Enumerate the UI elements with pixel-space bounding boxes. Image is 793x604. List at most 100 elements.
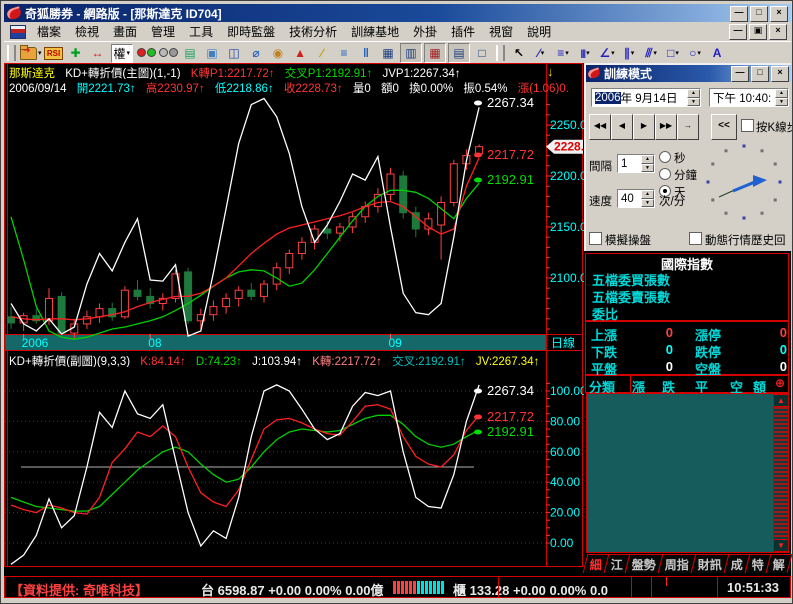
menu-item-screen[interactable]: 畫面	[113, 25, 138, 39]
training-maximize-button[interactable]: □	[751, 66, 769, 82]
traffic-light-off-button[interactable]	[158, 44, 178, 62]
zoom-lens-button[interactable]: ⌀	[246, 44, 266, 62]
interval-spinner[interactable]: ▲ ▼	[641, 155, 654, 172]
copy-pages-button[interactable]: ▣	[202, 44, 222, 62]
interval-value[interactable]: 1	[621, 157, 628, 170]
time-spinner[interactable]: ▲ ▼	[775, 89, 788, 106]
minimize-button[interactable]: —	[730, 6, 748, 22]
rights-dropdown[interactable]: 權 ▾	[110, 43, 134, 63]
traffic-light-on-button[interactable]	[136, 44, 156, 62]
book-button[interactable]: ◫	[224, 44, 244, 62]
scroll-down-icon[interactable]: ▼	[773, 539, 789, 552]
collapse-button[interactable]: <<	[711, 114, 737, 140]
histogram-bar-red	[413, 581, 416, 594]
training-minimize-button[interactable]: —	[731, 66, 749, 82]
speed-input[interactable]: 40 ▲ ▼	[617, 189, 655, 208]
pointer-tool-button[interactable]: ↖	[509, 44, 529, 62]
menu-item-file[interactable]: 檔案	[37, 25, 62, 39]
text-tool-button[interactable]: A	[707, 44, 727, 62]
playback-button-3[interactable]: ▶▶	[655, 114, 677, 140]
step-checkbox[interactable]	[741, 119, 754, 132]
line-tool-button[interactable]: ∕ ▾	[531, 44, 551, 62]
alarm-button[interactable]: ▲	[290, 44, 310, 62]
menu-item-addons[interactable]: 外掛	[413, 25, 438, 39]
toolbar-grip[interactable]	[496, 45, 506, 61]
playback-button-0[interactable]: ◀◀	[589, 114, 611, 140]
intl-box: 國際指數 五檔委買張數 五檔委賣張數 委比	[585, 253, 789, 322]
chart-window-3-button[interactable]: ▦	[424, 43, 447, 63]
sector-col-4[interactable]: 空	[730, 380, 744, 395]
menu-item-help[interactable]: 說明	[527, 25, 552, 39]
speed-spinner[interactable]: ▲ ▼	[641, 190, 654, 207]
chart-window-4-button[interactable]: ▤	[448, 43, 471, 63]
playback-button-1[interactable]: ◀	[611, 114, 633, 140]
broom-button[interactable]: ∕	[312, 44, 332, 62]
sector-col-1[interactable]: 漲	[632, 380, 646, 395]
menu-item-manage[interactable]: 管理	[151, 25, 176, 39]
compass-icon[interactable]: ⊕	[775, 376, 786, 390]
image-window-button[interactable]: □	[472, 44, 492, 62]
vlines-tool-button[interactable]: ||| ▾	[575, 44, 595, 62]
hatch-tool-button[interactable]: ⫻ ▾	[641, 44, 661, 62]
hline-tool-button[interactable]: ≡ ▾	[553, 44, 573, 62]
sector-table-scrollbar[interactable]	[773, 394, 789, 552]
interval-input[interactable]: 1 ▲ ▼	[617, 154, 655, 173]
channel-tool-button[interactable]: ∥ ▾	[619, 44, 639, 62]
date-year[interactable]: 2006	[595, 91, 621, 104]
menu-item-window[interactable]: 視窗	[489, 25, 514, 39]
chart-window-1-button[interactable]: ▦	[378, 44, 398, 62]
chart-window-2-button[interactable]: ▥	[400, 43, 423, 63]
fan-tool-button[interactable]: ∠ ▾	[597, 44, 617, 62]
sector-col-2[interactable]: 跌	[662, 380, 676, 395]
sector-col-3[interactable]: 平	[695, 380, 709, 395]
menu-item-plugins[interactable]: 插件	[451, 25, 476, 39]
dynamic-checkbox[interactable]	[689, 232, 702, 245]
child-window-icon[interactable]	[10, 24, 26, 39]
unit-radio-2[interactable]	[659, 185, 671, 197]
compress-bars-button[interactable]: ↔	[88, 44, 108, 62]
sim-checkbox[interactable]	[589, 232, 602, 245]
pan-button[interactable]: ✚	[66, 44, 86, 62]
chart-region[interactable]: 日線 2006 08 09 2250.0 2200.0 2150.0 2100.0 2267.3…	[4, 63, 591, 576]
mdi-restore-button[interactable]: ▣	[749, 24, 767, 40]
ellipse-tool-button[interactable]: ○ ▾	[685, 44, 705, 62]
training-close-button[interactable]: ×	[771, 66, 789, 82]
open-chart-button[interactable]: ▾	[20, 44, 42, 62]
mdi-minimize-button[interactable]: —	[729, 24, 747, 40]
date-rest[interactable]: 年 9月14日	[620, 92, 678, 105]
unit-radio-0[interactable]	[659, 151, 671, 163]
date-field[interactable]: 2006 年 9月14日 ▲ ▼	[591, 88, 701, 107]
speed-value[interactable]: 40	[621, 192, 634, 205]
layout-rows-button[interactable]: ≡	[334, 44, 354, 62]
training-title-bar[interactable]: 訓練模式 — □ ×	[586, 65, 791, 82]
close-button[interactable]: ×	[770, 6, 788, 22]
sector-col-0[interactable]: 分類	[589, 380, 616, 395]
stamp-button[interactable]: ◉	[268, 44, 288, 62]
anchor-down-icon[interactable]: ↓	[547, 64, 554, 79]
mdi-close-button[interactable]: ×	[769, 24, 787, 40]
playback-button-4[interactable]: →	[677, 114, 699, 140]
sector-table-body[interactable]	[586, 393, 789, 553]
svg-text:2150.0: 2150.0	[550, 220, 584, 234]
price-chart[interactable]: 日線 2006 08 09 2250.0 2200.0 2150.0 2100.0 2267.3…	[4, 63, 591, 576]
sector-col-5[interactable]: 額	[753, 380, 767, 395]
time-value[interactable]: 下午 10:40:	[713, 92, 772, 105]
menu-item-realtime-monitor[interactable]: 即時監盤	[227, 25, 276, 39]
rect-tool-button[interactable]: □ ▾	[663, 44, 683, 62]
menu-item-tools[interactable]: 工具	[189, 25, 214, 39]
scroll-up-icon[interactable]: ▲	[773, 394, 789, 407]
rsi-button[interactable]: RSI	[43, 44, 64, 62]
bottom-tab-7[interactable]: 解	[765, 554, 792, 573]
open-chart-icon	[20, 44, 37, 60]
unit-radio-1[interactable]	[659, 168, 671, 180]
toolbar-grip[interactable]	[7, 45, 16, 61]
maximize-button[interactable]: □	[750, 6, 768, 22]
menu-item-technical-analysis[interactable]: 技術分析	[289, 25, 338, 39]
menu-item-view[interactable]: 檢視	[75, 25, 100, 39]
quote-page-button[interactable]: ▤	[180, 44, 200, 62]
playback-button-2[interactable]: ▶	[633, 114, 655, 140]
date-spinner[interactable]: ▲ ▼	[687, 89, 700, 106]
time-field[interactable]: 下午 10:40: ▲ ▼	[709, 88, 789, 107]
menu-item-training-base[interactable]: 訓練基地	[351, 25, 400, 39]
layout-cols-button[interactable]: ‖	[356, 44, 376, 62]
